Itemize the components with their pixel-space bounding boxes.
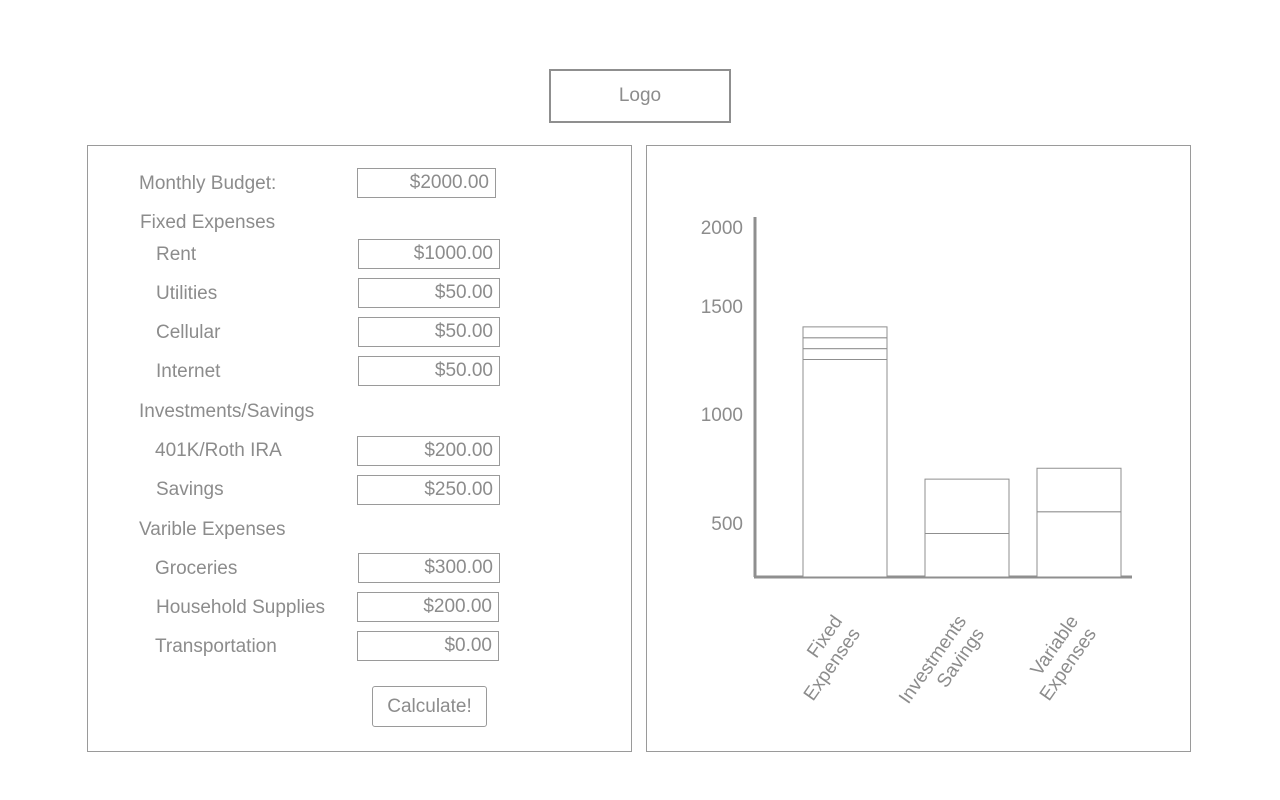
household-supplies-label: Household Supplies xyxy=(156,597,326,618)
utilities-input[interactable] xyxy=(358,278,500,308)
internet-input[interactable] xyxy=(358,356,500,386)
budget-chart: 2000 1500 1000 500 FixedExpenses InvestmentsS… xyxy=(701,217,1132,720)
rent-input[interactable] xyxy=(358,239,500,269)
groceries-label: Groceries xyxy=(155,558,238,579)
transportation-input[interactable] xyxy=(357,631,499,661)
savings-label: Savings xyxy=(156,479,224,500)
retirement-input[interactable] xyxy=(357,436,500,466)
bar-segment xyxy=(802,326,888,339)
cellular-input[interactable] xyxy=(358,317,500,347)
y-tick-label: 1500 xyxy=(701,297,743,318)
monthly-budget-input[interactable] xyxy=(357,168,496,198)
household-supplies-input[interactable] xyxy=(357,592,499,622)
retirement-label: 401K/Roth IRA xyxy=(155,440,282,461)
groceries-input[interactable] xyxy=(358,553,500,583)
rent-label: Rent xyxy=(156,244,197,265)
transportation-label: Transportation xyxy=(155,636,277,657)
bar-segment xyxy=(802,359,888,578)
bar-segment xyxy=(802,337,888,350)
bar-segment xyxy=(802,348,888,360)
logo: Logo xyxy=(549,69,731,123)
bar-segment xyxy=(1036,467,1122,513)
investments-savings-heading: Investments/Savings xyxy=(139,401,315,422)
y-tick-label: 1000 xyxy=(701,405,743,426)
fixed-expenses-heading: Fixed Expenses xyxy=(140,212,276,233)
variable-expenses-heading: Varible Expenses xyxy=(139,519,286,540)
x-tick-label: VariableExpenses xyxy=(1018,612,1101,705)
internet-label: Internet xyxy=(156,361,221,382)
bar-segment xyxy=(924,478,1010,534)
savings-input[interactable] xyxy=(357,475,500,505)
logo-text: Logo xyxy=(618,85,662,106)
bar-segment xyxy=(1036,511,1122,578)
x-tick-label: FixedExpenses xyxy=(782,612,865,705)
monthly-budget-label: Monthly Budget: xyxy=(139,173,277,194)
x-tick-label: InvestmentsSavings xyxy=(895,612,989,720)
budget-form-panel: Monthly Budget: Fixed Expenses Rent Util… xyxy=(87,145,632,752)
y-tick-label: 500 xyxy=(711,514,743,535)
calculate-button[interactable]: Calculate! xyxy=(372,686,487,727)
y-tick-label: 2000 xyxy=(701,218,743,239)
bar-segment xyxy=(924,533,1010,578)
cellular-label: Cellular xyxy=(156,322,221,343)
utilities-label: Utilities xyxy=(156,283,218,304)
chart-panel: 2000 1500 1000 500 FixedExpenses InvestmentsS… xyxy=(646,145,1191,752)
